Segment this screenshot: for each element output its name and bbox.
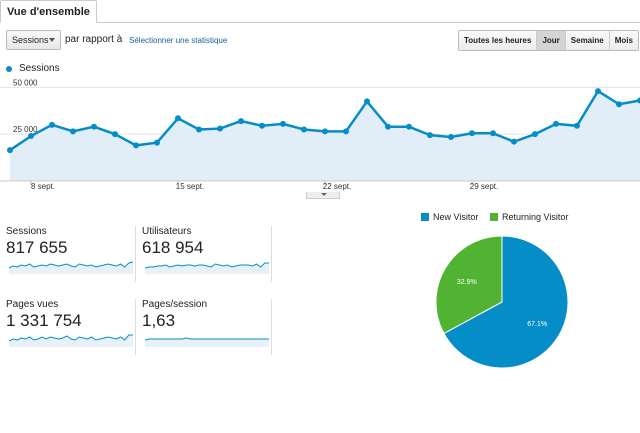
data-point[interactable] (238, 118, 244, 125)
pie-legend-label: Returning Visitor (502, 212, 569, 222)
metric-value: 1,63 (142, 311, 176, 330)
data-point[interactable] (637, 97, 640, 104)
x-tick-label: 22 sept. (323, 182, 351, 191)
legend-swatch (421, 213, 429, 221)
data-point[interactable] (196, 126, 202, 133)
data-point[interactable] (448, 133, 454, 140)
period-buttons: Toutes les heures Jour Semaine Mois (458, 30, 639, 51)
pie-legend-new: New Visitor (421, 212, 478, 222)
metric-select-value: Sessions (12, 35, 49, 45)
data-point[interactable] (112, 131, 118, 138)
data-point[interactable] (49, 121, 55, 128)
sessions-chart: 25 000 50 000 8 sept. 15 sept. 22 sept. 29 se… (0, 78, 640, 191)
sparkline-line (145, 262, 269, 269)
y-tick-label: 50 000 (13, 78, 38, 87)
chart-legend: Sessions (6, 63, 60, 74)
x-tick-label: 8 sept. (31, 182, 55, 191)
pie-slice-new-visitor[interactable] (443, 235, 569, 369)
sparkline (9, 261, 133, 274)
chart-legend-label: Sessions (19, 63, 60, 74)
pie-legend-returning: Returning Visitor (490, 212, 568, 222)
metric-label: Sessions (6, 226, 47, 237)
data-point[interactable] (574, 122, 580, 129)
metric-pages-per-session[interactable]: Pages/session 1,63 (142, 299, 272, 355)
metric-label: Utilisateurs (142, 226, 192, 237)
data-point[interactable] (133, 142, 139, 149)
chevron-down-icon (321, 193, 327, 196)
metric-sessions[interactable]: Sessions 817 655 (6, 226, 136, 282)
sparkline-line (145, 337, 269, 341)
pie-slice-returning-visitor[interactable] (435, 235, 503, 335)
sessions-area (10, 91, 640, 181)
legend-swatch (490, 213, 498, 221)
data-point[interactable] (511, 138, 517, 145)
data-point[interactable] (280, 120, 286, 127)
period-month-button[interactable]: Mois (608, 31, 638, 50)
data-point[interactable] (70, 128, 76, 135)
data-point[interactable] (154, 139, 160, 146)
metric-label: Pages/session (142, 299, 208, 310)
period-day-button[interactable]: Jour (536, 31, 565, 50)
sparkline (145, 262, 269, 274)
x-tick-label: 15 sept. (176, 182, 204, 191)
pie-slice-label: 32.9% (457, 279, 477, 286)
data-point[interactable] (175, 115, 181, 122)
metric-label: Pages vues (6, 299, 59, 310)
sparkline-line (9, 261, 133, 269)
data-point[interactable] (427, 132, 433, 139)
sessions-legend-dot (6, 65, 12, 72)
metric-value: 817 655 (6, 238, 68, 257)
data-point[interactable] (406, 123, 412, 130)
metric-users[interactable]: Utilisateurs 618 954 (142, 226, 272, 282)
data-point[interactable] (595, 88, 601, 95)
data-point[interactable] (259, 122, 265, 129)
data-point[interactable] (91, 123, 97, 130)
data-point[interactable] (343, 128, 349, 135)
data-point[interactable] (28, 133, 34, 140)
tab-bar: Vue d'ensemble (0, 0, 640, 23)
data-point[interactable] (364, 98, 370, 105)
data-point[interactable] (322, 128, 328, 135)
data-point[interactable] (532, 131, 538, 138)
data-point[interactable] (553, 120, 559, 127)
data-point[interactable] (616, 101, 622, 108)
data-point[interactable] (217, 125, 223, 132)
data-point[interactable] (7, 147, 13, 154)
y-tick-label: 25 000 (13, 125, 38, 134)
x-tick-label: 29 sept. (470, 182, 498, 191)
chart-resize-handle[interactable] (306, 192, 340, 199)
metric-value: 1 331 754 (6, 311, 82, 330)
metric-select[interactable]: Sessions (6, 30, 61, 50)
pie-legend-label: New Visitor (433, 212, 479, 222)
sparkline (145, 337, 269, 347)
versus-label: par rapport à (65, 34, 123, 45)
period-hourly-button[interactable]: Toutes les heures (459, 31, 537, 50)
chevron-down-icon (49, 38, 55, 42)
visitor-pie-chart: 67.1% 32.9% (435, 235, 569, 369)
data-point[interactable] (301, 126, 307, 133)
period-week-button[interactable]: Semaine (564, 31, 609, 50)
pie-slice-label: 67.1% (527, 321, 547, 328)
tab-overview[interactable]: Vue d'ensemble (0, 0, 97, 23)
sparkline-area (145, 338, 269, 347)
sparkline-area (145, 263, 269, 274)
sparkline-area (9, 262, 133, 274)
sparkline-area (9, 335, 133, 347)
metric-pageviews[interactable]: Pages vues 1 331 754 (6, 299, 136, 355)
sparkline-line (9, 334, 133, 342)
data-point[interactable] (469, 130, 475, 137)
data-point[interactable] (385, 123, 391, 130)
select-stat-link[interactable]: Sélectionner une statistique (129, 36, 228, 45)
data-point[interactable] (490, 130, 496, 137)
sparkline (9, 334, 133, 347)
metric-value: 618 954 (142, 238, 204, 257)
